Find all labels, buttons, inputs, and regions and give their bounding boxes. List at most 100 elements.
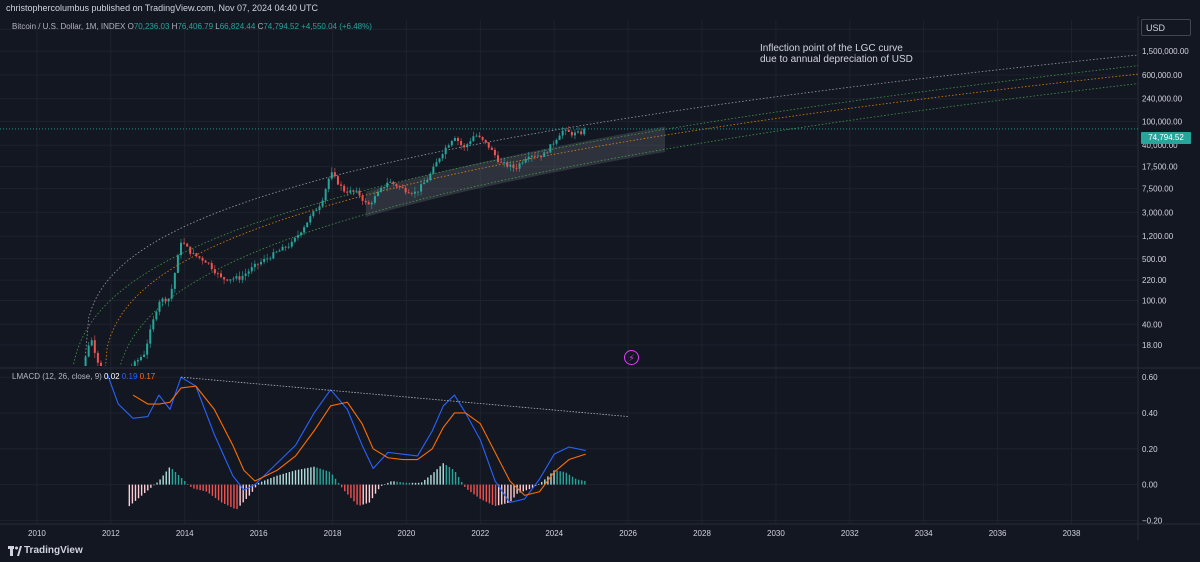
currency-button[interactable]: USD	[1141, 19, 1191, 36]
candle-body	[303, 227, 306, 233]
candle-body	[78, 386, 80, 398]
macd-pane	[106, 373, 629, 510]
attribution-text: christophercolumbus published on Trading…	[6, 3, 319, 13]
orange-mid	[105, 73, 1138, 366]
histogram-bar	[559, 471, 561, 485]
tradingview-logo-icon	[8, 546, 22, 556]
candle-body	[552, 143, 555, 145]
histogram-bar	[159, 479, 161, 485]
candle-body	[333, 172, 336, 177]
histogram-bar	[541, 481, 543, 485]
histogram-bar	[448, 467, 451, 485]
histogram-bar	[187, 483, 189, 485]
candle-body	[216, 273, 219, 275]
candle-body	[466, 144, 469, 148]
macd-axis-label: 0.00	[1142, 481, 1158, 490]
histogram-bar	[165, 471, 167, 485]
candle-body	[287, 246, 290, 248]
candle-body	[460, 140, 463, 146]
histogram-bar	[581, 480, 583, 485]
candle-body	[155, 311, 158, 320]
chart-annotation: Inflection point of the LGC curve due to…	[760, 43, 913, 65]
candle-body	[509, 164, 512, 167]
candle-body	[115, 384, 117, 385]
histogram-bar	[214, 484, 217, 499]
candle-body	[407, 192, 410, 194]
histogram-bar	[140, 484, 143, 496]
chart-canvas[interactable]: 3,500,000.001,500,000.00600,000.00240,00…	[0, 16, 1200, 540]
candle-body	[158, 301, 161, 312]
histogram-bar	[337, 483, 340, 485]
histogram-bar	[451, 469, 454, 485]
price-axis-label: 100,000.00	[1142, 117, 1183, 126]
time-axis-label: 2010	[28, 529, 46, 538]
annotation-line-1: Inflection point of the LGC curve	[760, 43, 903, 54]
candle-body	[561, 130, 564, 136]
histogram-bar	[199, 484, 201, 491]
candle-body	[555, 139, 558, 144]
candle-body	[149, 329, 152, 344]
candle-body	[167, 298, 170, 302]
candle-body	[263, 259, 266, 262]
candle-body	[300, 232, 303, 236]
histogram-bar	[353, 484, 355, 502]
candle-body	[152, 319, 155, 330]
histogram-bar	[577, 479, 580, 485]
candle-body	[358, 190, 361, 196]
histogram-bar	[544, 479, 546, 485]
histogram-bar	[254, 484, 257, 488]
candle-body	[309, 216, 312, 223]
candle-body	[450, 140, 453, 146]
candle-body	[143, 354, 146, 358]
candle-body	[96, 352, 99, 363]
histogram-bar	[433, 472, 435, 485]
change-value: +4,550.04 (+6.48%)	[301, 22, 372, 31]
histogram-bar	[322, 469, 324, 485]
histogram-bar	[374, 484, 377, 494]
candle-body	[355, 190, 358, 192]
candle-body	[583, 128, 586, 135]
candle-body	[318, 206, 321, 211]
candle-body	[546, 152, 549, 154]
histogram-bar	[291, 471, 294, 485]
candle-body	[463, 145, 466, 148]
histogram-bar	[196, 484, 198, 490]
macd-line-value: 0.19	[121, 372, 138, 381]
histogram-bar	[430, 474, 432, 485]
histogram-bar	[473, 484, 475, 495]
support-band	[365, 126, 666, 217]
candle-body	[401, 186, 404, 188]
histogram-bar	[424, 479, 426, 485]
candle-body	[87, 345, 90, 357]
histogram-bar	[248, 484, 251, 496]
candle-body	[438, 158, 441, 163]
candle-body	[533, 155, 536, 157]
candle-body	[312, 211, 315, 217]
histogram-bar	[454, 472, 457, 485]
lightning-icon[interactable]: ⚡	[624, 350, 639, 365]
macd-legend: LMACD (12, 26, close, 9) 0.02 0.19 0.17	[12, 372, 155, 381]
histogram-bar	[491, 484, 494, 505]
candle-body	[475, 135, 478, 137]
candle-body	[537, 155, 540, 157]
candle-body	[527, 156, 530, 160]
candle-body	[238, 276, 241, 280]
candle-body	[139, 357, 142, 361]
histogram-bar	[193, 484, 195, 489]
signal-line	[132, 385, 586, 496]
price-axis-label: 3,000.00	[1142, 208, 1174, 217]
candle-body	[213, 269, 216, 274]
candle-body	[226, 279, 229, 281]
candle-body	[241, 275, 244, 280]
histogram-bar	[479, 484, 481, 499]
candle-body	[506, 162, 509, 167]
histogram-bar	[264, 480, 266, 485]
histogram-bar	[227, 484, 229, 506]
candle-body	[247, 271, 250, 274]
histogram-bar	[260, 481, 263, 485]
candle-body	[93, 340, 96, 353]
candle-body	[481, 136, 484, 140]
candle-body	[500, 161, 503, 163]
time-axis-label: 2018	[324, 529, 342, 538]
histogram-bar	[217, 484, 220, 501]
